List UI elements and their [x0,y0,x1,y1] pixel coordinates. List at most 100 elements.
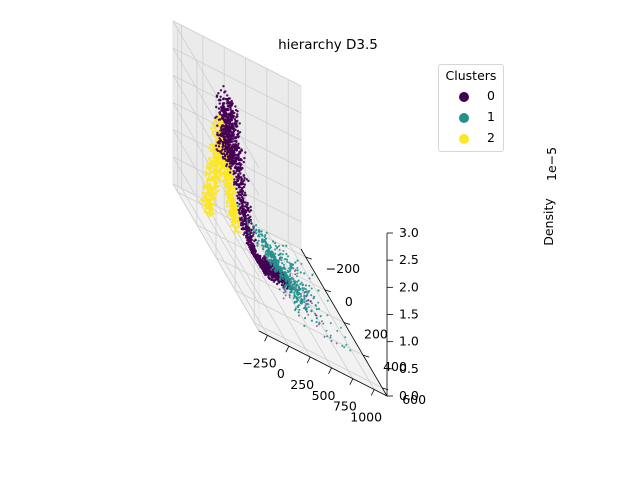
point-cluster-0 [242,219,245,222]
point-cluster-1 [304,284,307,287]
point-cluster-1 [284,258,287,261]
point-cluster-2 [208,171,212,175]
point-cluster-2 [217,121,221,124]
point-cluster-2 [213,192,217,196]
point-cluster-0 [217,99,221,102]
z-tick-label: 0.0 [399,388,419,403]
point-cluster-2 [223,182,226,186]
point-cluster-0 [240,188,244,191]
point-cluster-1 [255,224,258,227]
point-cluster-1 [280,272,283,275]
point-cluster-0 [241,192,244,195]
point-cluster-1 [306,290,309,293]
point-cluster-2 [217,156,221,159]
point-cluster-0 [216,133,219,136]
point-cluster-1 [295,275,298,278]
point-cluster-1 [306,294,309,297]
point-cluster-1 [308,284,311,287]
point-cluster-1 [300,298,303,301]
point-cluster-1 [343,346,346,349]
point-cluster-2 [209,166,213,169]
point-cluster-0 [218,111,221,115]
point-cluster-1 [267,248,270,251]
point-cluster-1 [284,272,287,275]
point-cluster-2 [207,185,211,188]
point-cluster-0 [223,91,226,94]
point-cluster-0 [236,113,239,116]
point-cluster-0 [335,342,338,345]
point-cluster-1 [288,287,291,290]
point-cluster-0 [250,222,253,225]
point-cluster-1 [278,256,281,259]
point-cluster-1 [290,276,293,279]
point-cluster-2 [227,193,230,197]
point-cluster-2 [214,139,217,143]
point-cluster-0 [265,268,268,272]
point-cluster-0 [237,142,240,145]
point-cluster-0 [235,121,238,124]
z-tick-label: 1.0 [399,334,419,349]
point-cluster-2 [213,173,217,176]
point-cluster-0 [228,119,231,123]
point-cluster-0 [254,239,257,242]
point-cluster-2 [228,199,231,202]
point-cluster-0 [243,176,246,180]
point-cluster-0 [222,85,225,88]
point-cluster-1 [262,247,265,250]
point-cluster-2 [237,222,241,226]
point-cluster-2 [229,192,232,196]
point-cluster-2 [209,198,213,201]
point-cluster-0 [251,235,254,238]
point-cluster-1 [261,244,264,247]
point-cluster-0 [222,112,225,115]
point-cluster-2 [229,224,233,227]
point-cluster-2 [213,126,216,130]
point-cluster-0 [252,246,255,249]
point-cluster-0 [244,214,247,218]
point-cluster-2 [213,119,216,123]
point-cluster-0 [231,116,235,119]
point-cluster-0 [245,203,248,207]
point-cluster-2 [221,179,224,183]
point-cluster-0 [271,273,274,277]
point-cluster-0 [220,131,224,134]
point-cluster-1 [252,228,255,231]
point-cluster-0 [225,121,228,124]
point-cluster-0 [214,116,217,120]
point-cluster-2 [227,187,230,191]
point-cluster-1 [287,283,290,286]
point-cluster-0 [236,153,240,156]
point-cluster-1 [294,307,297,310]
point-cluster-0 [263,259,266,262]
point-cluster-0 [248,246,251,249]
point-cluster-0 [243,191,247,194]
point-cluster-0 [220,149,223,152]
x-tick-label: 500 [312,388,336,403]
point-cluster-0 [264,266,267,269]
point-cluster-0 [231,163,235,166]
gridline-z [172,20,260,169]
point-cluster-0 [239,158,242,162]
x-tick-label: −250 [242,355,276,370]
point-cluster-1 [301,284,304,287]
point-cluster-1 [307,291,310,293]
point-cluster-0 [236,129,240,133]
point-cluster-0 [265,258,268,261]
point-cluster-0 [236,191,240,194]
point-cluster-0 [229,167,232,170]
point-cluster-0 [253,255,256,258]
point-cluster-0 [241,222,244,225]
point-cluster-1 [270,268,273,271]
point-cluster-1 [246,219,249,222]
point-cluster-2 [199,198,203,202]
point-cluster-0 [226,99,229,102]
point-cluster-0 [307,313,310,316]
y-tick-label: −200 [326,261,360,276]
point-cluster-1 [300,302,303,305]
point-cluster-1 [301,289,305,292]
legend-entry-1: 1 [439,108,503,128]
point-cluster-0 [272,271,274,274]
point-cluster-1 [270,250,273,253]
z-tick-label: 2.0 [399,279,419,294]
point-cluster-2 [231,204,234,207]
